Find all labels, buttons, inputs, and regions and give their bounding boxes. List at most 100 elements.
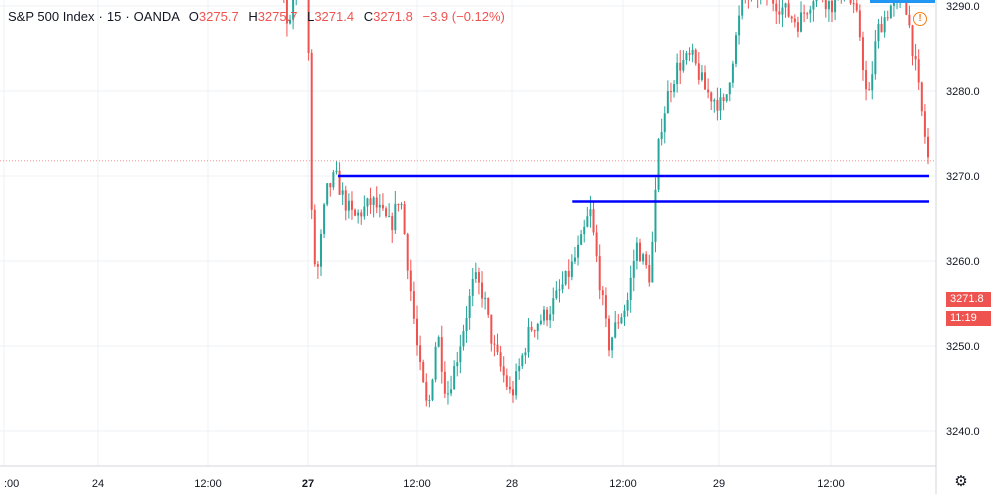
candle-body bbox=[772, 0, 775, 4]
candle-body bbox=[397, 203, 400, 206]
high-value: 3275.7 bbox=[257, 9, 298, 24]
x-tick-label: :00 bbox=[4, 478, 19, 490]
candle-body bbox=[357, 212, 360, 216]
candle-body bbox=[354, 209, 357, 216]
candle-body bbox=[669, 91, 672, 93]
candle-body bbox=[635, 242, 638, 261]
countdown-label: 11:19 bbox=[946, 311, 991, 326]
candle-body bbox=[614, 322, 617, 338]
candle-body bbox=[375, 197, 378, 208]
candle-body bbox=[775, 3, 778, 12]
candle-body bbox=[731, 63, 734, 83]
gear-icon[interactable]: ⚙ bbox=[954, 473, 968, 490]
candle-body bbox=[319, 233, 322, 267]
candle-body bbox=[378, 204, 381, 208]
candle-body bbox=[558, 289, 561, 291]
candle-body bbox=[694, 49, 697, 64]
x-tick-label: 29 bbox=[713, 478, 725, 490]
candle-body bbox=[326, 183, 329, 205]
candle-body bbox=[608, 318, 611, 351]
candle-body bbox=[604, 295, 607, 319]
candle-body bbox=[642, 254, 645, 262]
candle-body bbox=[400, 204, 403, 206]
candle-body bbox=[577, 244, 580, 258]
candle-body bbox=[812, 1, 815, 10]
candle-body bbox=[456, 362, 459, 367]
symbol-name[interactable]: S&P 500 Index bbox=[8, 9, 95, 24]
candle-body bbox=[852, 3, 855, 5]
candle-body bbox=[366, 198, 369, 207]
candle-body bbox=[660, 132, 663, 140]
candle-body bbox=[360, 212, 363, 217]
candle-body bbox=[512, 389, 515, 396]
candle-body bbox=[679, 62, 682, 71]
candle-body bbox=[778, 11, 781, 15]
candle-body bbox=[886, 17, 889, 19]
open-key: O bbox=[188, 9, 199, 24]
candle-body bbox=[518, 366, 521, 372]
candle-body bbox=[409, 270, 412, 292]
candle-body bbox=[471, 278, 474, 296]
candle-body bbox=[849, 0, 852, 4]
candle-body bbox=[555, 290, 558, 299]
candle-body bbox=[561, 284, 564, 290]
candle-body bbox=[809, 9, 812, 14]
candle-body bbox=[474, 272, 477, 279]
candle-body bbox=[865, 70, 868, 90]
candle-body bbox=[855, 3, 858, 11]
y-tick-label: 3260.0 bbox=[946, 256, 980, 268]
open-value: 3275.7 bbox=[198, 9, 239, 24]
change-value: −3.9 (−0.12%) bbox=[422, 9, 505, 24]
candle-body bbox=[292, 0, 295, 20]
candle-body bbox=[598, 256, 601, 291]
candle-body bbox=[372, 197, 375, 205]
candle-body bbox=[719, 97, 722, 111]
close-key: C bbox=[363, 9, 374, 24]
x-tick-label: 28 bbox=[506, 478, 518, 490]
candle-body bbox=[741, 0, 744, 16]
candle-body bbox=[484, 297, 487, 299]
low-value: 3271.4 bbox=[314, 9, 355, 24]
candle-body bbox=[564, 270, 567, 285]
candle-body bbox=[707, 89, 710, 93]
candle-body bbox=[583, 226, 586, 235]
candle-body bbox=[490, 314, 493, 344]
candle-body bbox=[796, 22, 799, 32]
candle-body bbox=[676, 62, 679, 85]
candle-body bbox=[428, 400, 431, 402]
candle-body bbox=[793, 18, 796, 23]
candle-body bbox=[477, 272, 480, 283]
candle-body bbox=[502, 366, 505, 376]
candle-body bbox=[289, 19, 292, 24]
candle-body bbox=[651, 241, 654, 283]
candle-body bbox=[310, 52, 313, 210]
candle-body bbox=[515, 371, 518, 396]
candle-body bbox=[446, 393, 449, 395]
candle-body bbox=[800, 12, 803, 32]
close-value: 3271.8 bbox=[373, 9, 413, 24]
candle-body bbox=[338, 170, 341, 195]
candle-body bbox=[487, 297, 490, 315]
x-tick-label: 12:00 bbox=[817, 478, 845, 490]
candle-body bbox=[316, 264, 319, 267]
candle-body bbox=[663, 113, 666, 133]
warning-icon[interactable]: ! bbox=[913, 12, 927, 26]
interval-label[interactable]: 15 bbox=[106, 9, 122, 24]
candle-body bbox=[508, 386, 511, 390]
candle-body bbox=[567, 270, 570, 277]
candle-body bbox=[738, 15, 741, 36]
y-tick-label: 3270.0 bbox=[946, 171, 980, 183]
candle-body bbox=[880, 23, 883, 33]
candle-body bbox=[629, 277, 632, 300]
candle-body bbox=[329, 183, 332, 188]
candle-body bbox=[363, 206, 366, 217]
candle-body bbox=[552, 298, 555, 315]
candle-body bbox=[468, 295, 471, 319]
candle-body bbox=[790, 16, 793, 19]
candle-body bbox=[285, 0, 288, 24]
candle-body bbox=[830, 0, 833, 13]
candle-body bbox=[341, 190, 344, 195]
y-tick-label: 3290.0 bbox=[946, 1, 980, 13]
